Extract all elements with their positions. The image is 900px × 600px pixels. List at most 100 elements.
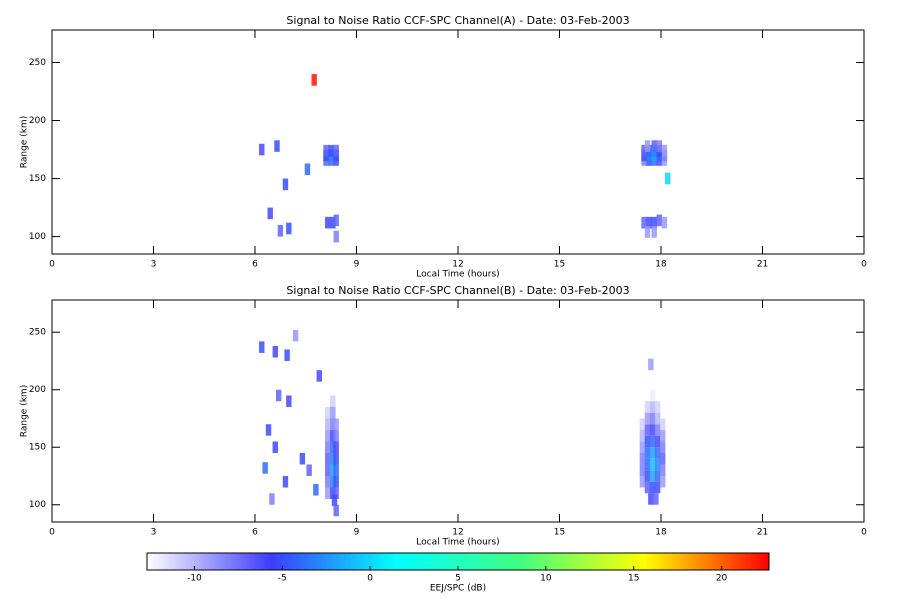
cell [648,358,654,371]
cell [639,452,646,465]
cell [325,487,331,499]
cell [259,143,265,156]
colorbar-label: EEJ/SPC (dB) [430,584,486,594]
x-tick-label: 18 [655,260,667,270]
cell [333,214,339,227]
colorbar-tick-label: -10 [187,574,202,584]
x-tick-label: 12 [452,528,463,538]
cell [277,224,284,237]
cell [646,216,652,229]
cell [659,475,666,488]
cell [333,418,339,430]
cell [269,493,275,505]
cell [639,418,646,430]
cell [665,172,671,185]
x-tick-label: 12 [452,260,463,270]
cell [659,441,666,453]
cell [304,163,311,176]
cell [330,406,336,419]
cell [299,452,306,465]
x-tick-label: 21 [757,260,768,270]
cell [259,341,265,353]
y-tick-label: 250 [29,328,46,338]
cell [659,452,666,465]
cell [325,464,331,476]
cell [649,401,656,413]
cell [649,458,656,471]
cell [644,481,651,494]
y-axis-label: Range (km) [20,385,30,437]
colorbar-tick-label: 20 [716,574,728,584]
cell [325,216,331,229]
cell [651,140,657,152]
cell [325,452,331,465]
cell [265,424,272,436]
cell [649,424,656,436]
cell [649,470,656,482]
cell [644,470,651,482]
cell [325,475,331,488]
cell [333,441,339,453]
cell [649,481,656,494]
cell [661,144,668,157]
cell [644,458,651,471]
cell [649,412,656,425]
cell [333,475,339,488]
cell [275,389,282,402]
cell [654,447,661,459]
cell [654,481,661,494]
cell [331,494,338,506]
cell [661,216,668,229]
x-tick-label: 6 [252,528,258,538]
cell [654,435,661,448]
cell [286,395,292,407]
cell [651,216,657,229]
y-tick-label: 150 [29,174,46,184]
cell [272,441,279,453]
cell [653,493,659,505]
cell [330,464,336,476]
x-axis-label: Local Time (hours) [416,538,499,548]
cell [649,389,656,402]
cell [286,222,292,235]
chart-title: Signal to Noise Ratio CCF-SPC Channel(A)… [286,14,629,27]
cell [644,435,651,448]
y-tick-label: 250 [29,58,46,68]
x-tick-label: 0 [49,260,55,270]
cell [644,401,651,413]
cell [306,464,312,476]
cell [654,458,661,471]
cell [654,424,661,436]
x-tick-label: 9 [354,260,360,270]
cell [641,216,647,229]
x-tick-label: 6 [252,260,258,270]
x-tick-label: 3 [151,260,157,270]
cell [333,464,339,476]
x-tick-label: 15 [554,260,565,270]
cell [325,429,331,442]
cell [333,144,339,157]
cell [648,493,654,505]
cell [639,441,646,453]
cell [313,484,319,496]
cell [292,329,299,342]
cell [274,140,280,152]
cell [333,429,339,442]
cell [282,178,289,191]
cell [330,487,336,499]
y-axis-label: Range (km) [20,116,30,168]
cell [659,464,666,476]
cell [330,452,336,465]
x-tick-label: 15 [554,528,565,538]
cell [654,401,661,413]
cell [644,447,651,459]
plot-frame [51,299,865,523]
colorbar-tick-label: 10 [540,574,552,584]
cell [330,475,336,488]
x-tick-label: 18 [655,528,667,538]
cell [325,418,331,430]
cell [644,412,651,425]
colorbar-tick-label: 0 [367,574,373,584]
cell [644,226,651,238]
